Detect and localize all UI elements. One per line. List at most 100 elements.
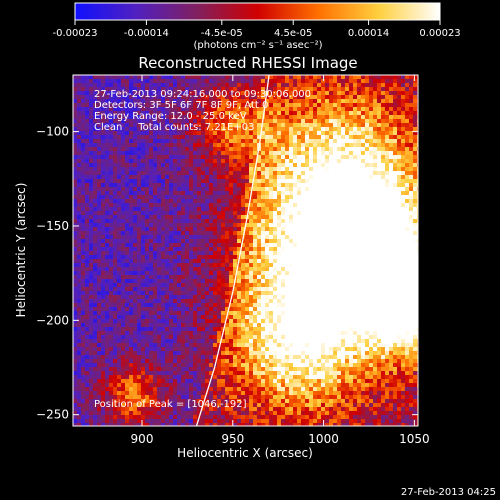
heatmap-cell (253, 119, 257, 123)
heatmap-cell (289, 163, 293, 167)
heatmap-cell (109, 303, 113, 307)
heatmap-cell (293, 151, 297, 155)
heatmap-cell (237, 147, 241, 151)
heatmap-cell (141, 247, 145, 251)
heatmap-cell (253, 235, 257, 239)
heatmap-cell (97, 319, 101, 323)
heatmap-cell (101, 223, 105, 227)
heatmap-cell (125, 187, 129, 191)
heatmap-cell (113, 179, 117, 183)
heatmap-cell (293, 271, 297, 275)
heatmap-cell (281, 403, 285, 407)
heatmap-cell (209, 303, 213, 307)
heatmap-cell (193, 239, 197, 243)
heatmap-cell (145, 343, 149, 347)
heatmap-cell (225, 115, 229, 119)
heatmap-cell (153, 375, 157, 379)
heatmap-cell (169, 415, 173, 419)
heatmap-cell (249, 207, 253, 211)
heatmap-cell (153, 75, 157, 79)
heatmap-cell (165, 259, 169, 263)
heatmap-cell (241, 75, 245, 79)
heatmap-cell (89, 123, 93, 127)
heatmap-cell (185, 291, 189, 295)
heatmap-cell (277, 151, 281, 155)
heatmap-cell (117, 207, 121, 211)
heatmap-cell (141, 359, 145, 363)
heatmap-cell (105, 231, 109, 235)
heatmap-cell (297, 287, 301, 291)
heatmap-cell (101, 163, 105, 167)
heatmap-cell (261, 295, 265, 299)
heatmap-cell (277, 335, 281, 339)
heatmap-cell (161, 339, 165, 343)
heatmap-cell (177, 399, 181, 403)
heatmap-cell (225, 367, 229, 371)
heatmap-cell (261, 291, 265, 295)
heatmap-cell (89, 339, 93, 343)
heatmap-cell (241, 227, 245, 231)
heatmap-cell (205, 355, 209, 359)
heatmap-cell (269, 287, 273, 291)
heatmap-cell (261, 219, 265, 223)
heatmap-cell (293, 235, 297, 239)
heatmap-cell (185, 87, 189, 91)
heatmap-cell (85, 363, 89, 367)
heatmap-cell (177, 191, 181, 195)
heatmap-cell (101, 263, 105, 267)
heatmap-cell (297, 275, 301, 279)
heatmap-cell (289, 299, 293, 303)
heatmap-cell (97, 151, 101, 155)
heatmap-cell (129, 191, 133, 195)
heatmap-cell (181, 103, 185, 107)
heatmap-cell (217, 87, 221, 91)
heatmap-cell (81, 231, 85, 235)
heatmap-cell (81, 159, 85, 163)
heatmap-cell (289, 251, 293, 255)
heatmap-cell (193, 95, 197, 99)
heatmap-cell (157, 395, 161, 399)
heatmap-cell (149, 363, 153, 367)
heatmap-cell (197, 79, 201, 83)
heatmap-cell (229, 103, 233, 107)
heatmap-cell (285, 267, 289, 271)
heatmap-cell (153, 183, 157, 187)
heatmap-cell (161, 399, 165, 403)
heatmap-cell (225, 259, 229, 263)
heatmap-cell (297, 95, 301, 99)
heatmap-cell (97, 347, 101, 351)
heatmap-cell (97, 367, 101, 371)
heatmap-cell (209, 107, 213, 111)
heatmap-cell (177, 295, 181, 299)
heatmap-cell (77, 179, 81, 183)
heatmap-cell (181, 99, 185, 103)
heatmap-cell (145, 147, 149, 151)
heatmap-cell (225, 147, 229, 151)
heatmap-cell (97, 375, 101, 379)
heatmap-cell (205, 235, 209, 239)
heatmap-cell (193, 155, 197, 159)
heatmap-cell (213, 283, 217, 287)
heatmap-cell (273, 363, 277, 367)
heatmap-cell (81, 399, 85, 403)
heatmap-cell (285, 311, 289, 315)
heatmap-cell (181, 131, 185, 135)
heatmap-cell (77, 423, 81, 426)
heatmap-cell (85, 283, 89, 287)
heatmap-cell (153, 407, 157, 411)
heatmap-cell (109, 355, 113, 359)
heatmap-cell (133, 155, 137, 159)
heatmap-cell (105, 319, 109, 323)
heatmap-cell (173, 399, 177, 403)
heatmap-cell (213, 299, 217, 303)
heatmap-cell (161, 179, 165, 183)
heatmap-cell (293, 91, 297, 95)
heatmap-cell (185, 203, 189, 207)
heatmap-cell (237, 195, 241, 199)
heatmap-cell (233, 387, 237, 391)
heatmap-cell (293, 199, 297, 203)
heatmap-cell (289, 227, 293, 231)
heatmap-cell (97, 203, 101, 207)
heatmap-cell (289, 311, 293, 315)
heatmap-cell (173, 331, 177, 335)
